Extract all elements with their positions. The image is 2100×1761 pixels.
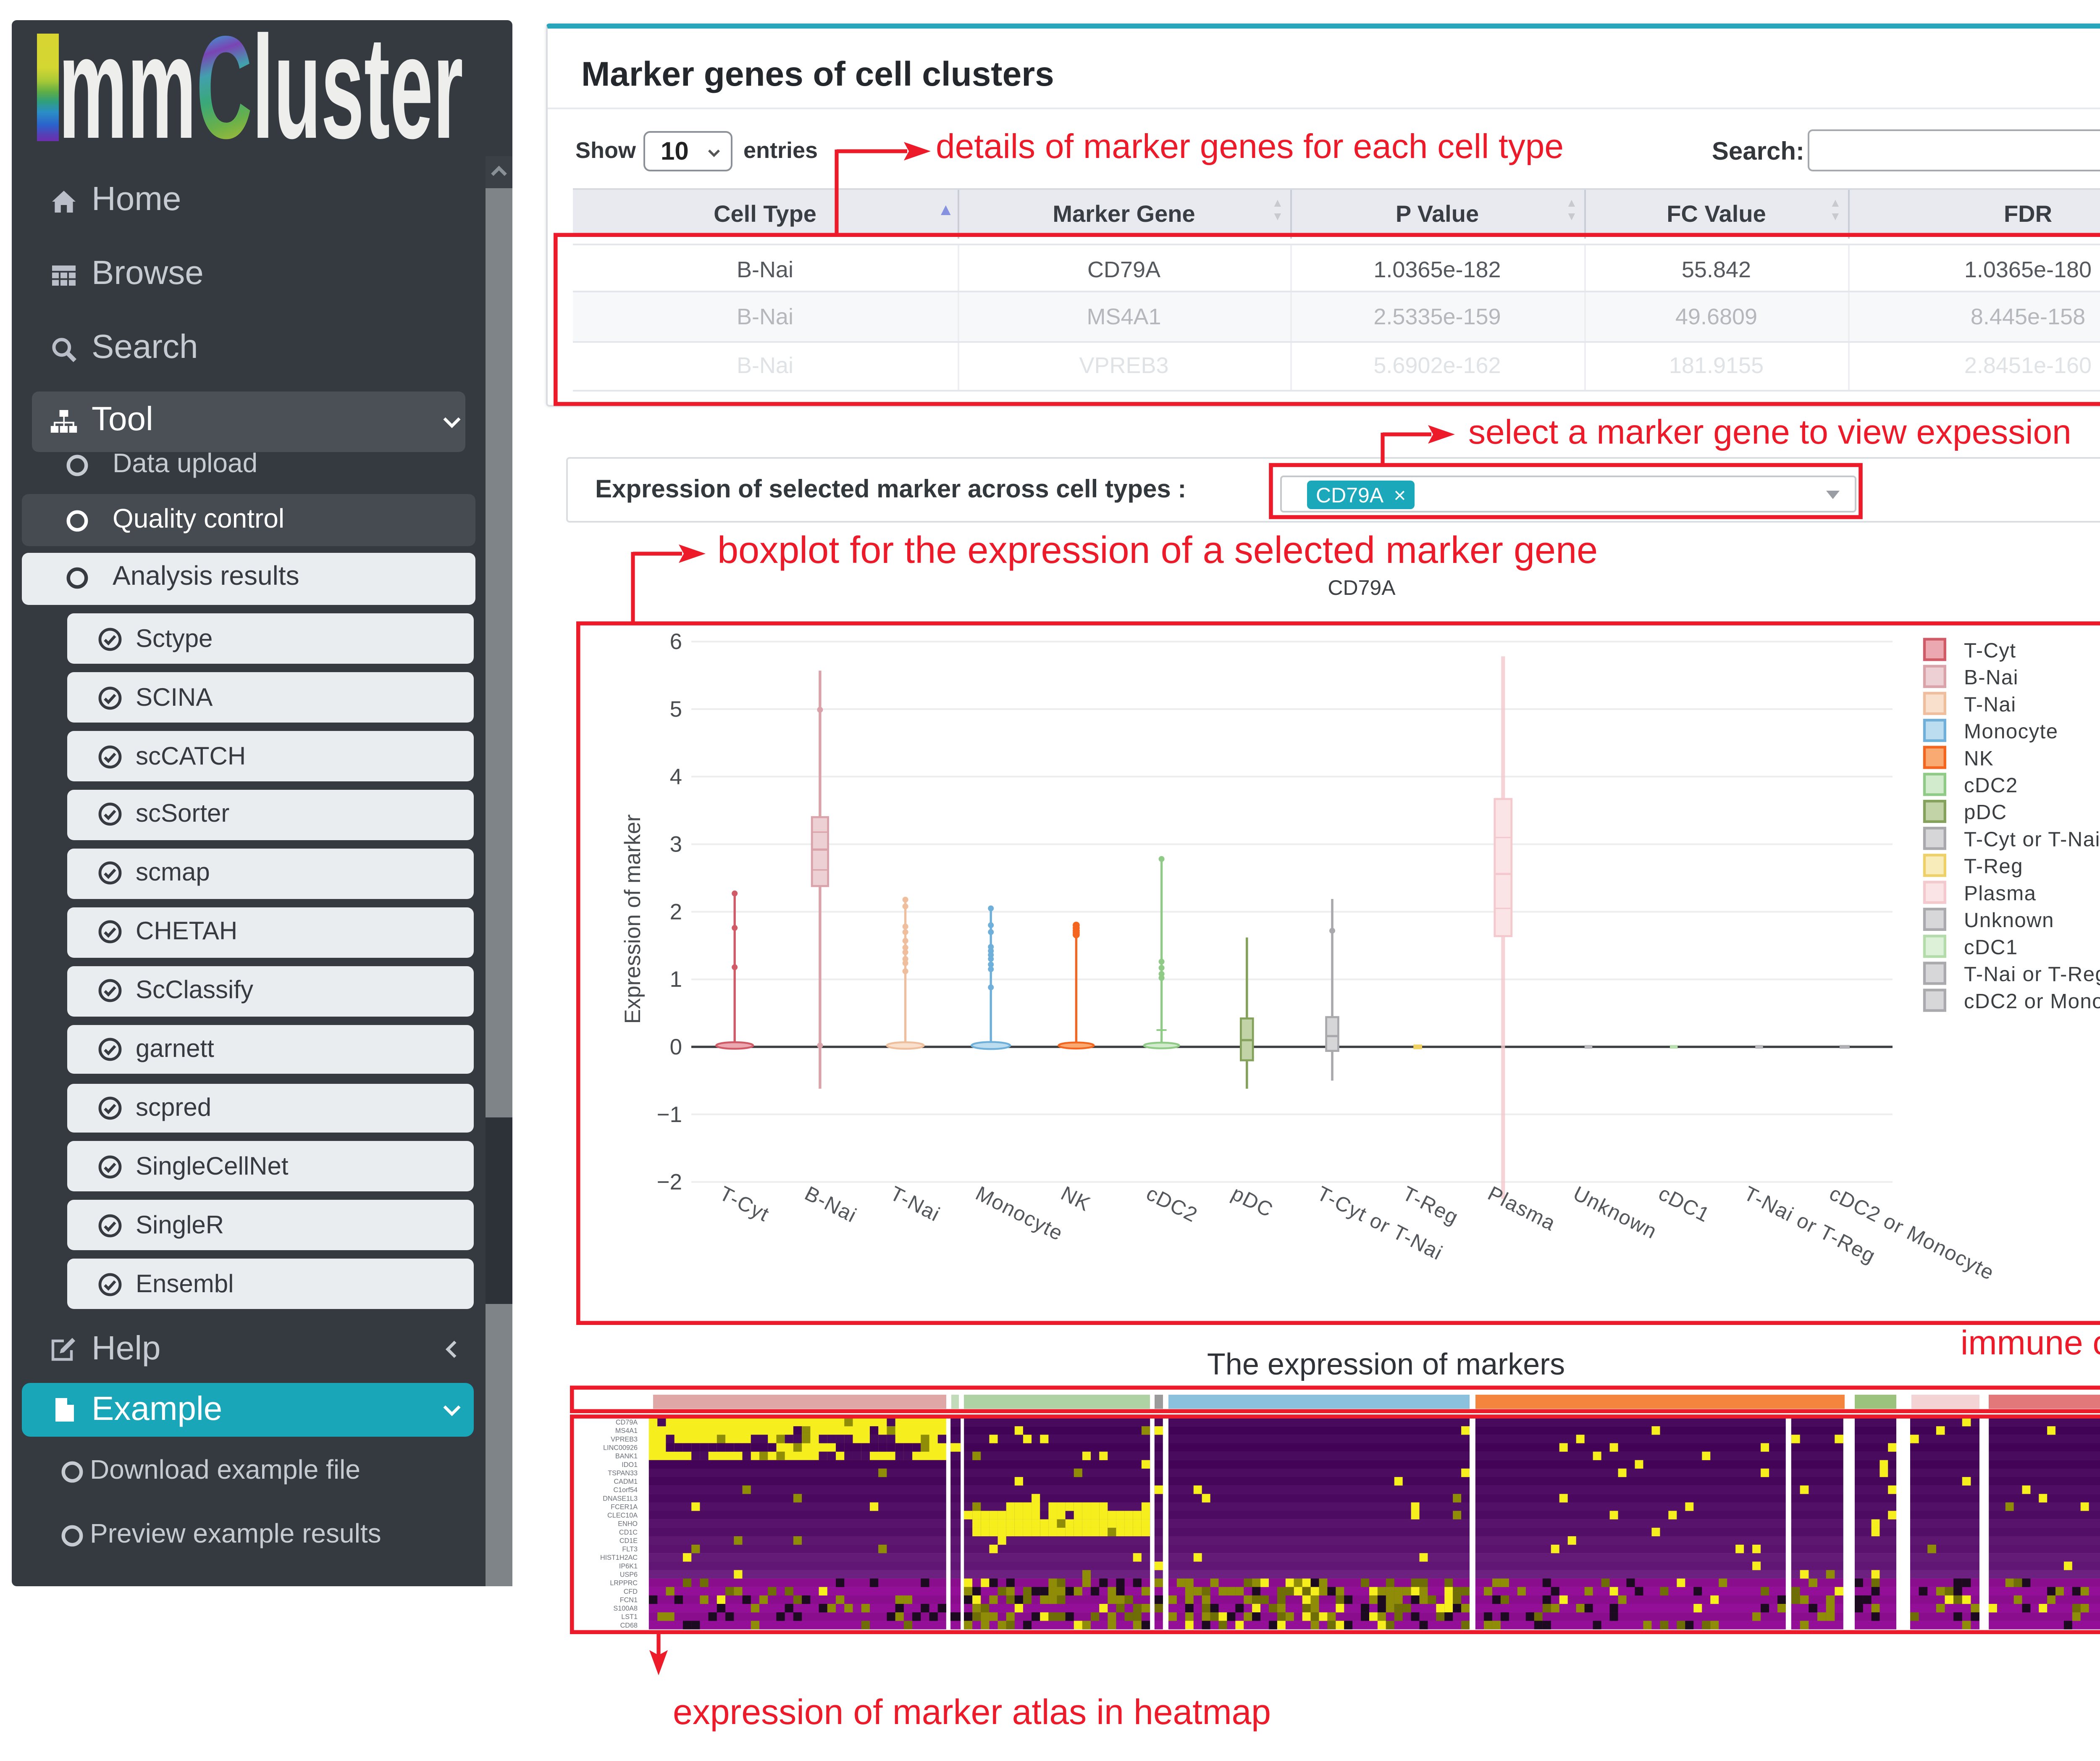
- svg-text:T-Nai: T-Nai: [1964, 693, 2016, 716]
- svg-text:TSPAN33: TSPAN33: [608, 1469, 638, 1477]
- svg-text:6: 6: [670, 629, 682, 654]
- svg-text:CD1E: CD1E: [620, 1537, 638, 1545]
- svg-text:Unknown: Unknown: [1964, 909, 2054, 932]
- svg-text:NK: NK: [1964, 747, 1994, 770]
- svg-text:LINC00926: LINC00926: [603, 1444, 638, 1451]
- svg-text:pDC: pDC: [1964, 801, 2007, 824]
- svg-text:NK: NK: [1057, 1182, 1094, 1216]
- svg-text:Expression of marker: Expression of marker: [620, 815, 645, 1024]
- svg-text:CD68: CD68: [620, 1622, 638, 1629]
- svg-text:4: 4: [670, 765, 682, 789]
- svg-text:cDC2: cDC2: [1143, 1182, 1202, 1227]
- svg-text:FLT3: FLT3: [622, 1545, 638, 1553]
- svg-text:T-Reg: T-Reg: [1399, 1182, 1462, 1230]
- svg-text:BANK1: BANK1: [615, 1453, 638, 1460]
- svg-text:−2: −2: [657, 1170, 682, 1195]
- svg-text:Plasma: Plasma: [1964, 882, 2036, 905]
- svg-text:T-Nai or T-Reg: T-Nai or T-Reg: [1964, 963, 2100, 986]
- svg-text:IDO1: IDO1: [622, 1461, 638, 1469]
- svg-text:T-Reg: T-Reg: [1964, 855, 2023, 878]
- svg-text:T-Cyt or T-Nai: T-Cyt or T-Nai: [1964, 828, 2100, 851]
- svg-text:CD79A: CD79A: [616, 1419, 638, 1426]
- svg-text:LST1: LST1: [621, 1613, 638, 1621]
- svg-text:B-Nai: B-Nai: [1964, 666, 2019, 689]
- svg-text:S100A8: S100A8: [613, 1605, 638, 1612]
- svg-text:USP6: USP6: [620, 1571, 638, 1579]
- svg-text:Monocyte: Monocyte: [1964, 720, 2058, 743]
- svg-text:C1orf54: C1orf54: [613, 1486, 638, 1494]
- svg-text:3: 3: [670, 832, 682, 857]
- svg-text:DNASE1L3: DNASE1L3: [603, 1495, 638, 1502]
- svg-text:T-Nai: T-Nai: [887, 1182, 944, 1226]
- svg-text:B-Nai: B-Nai: [801, 1182, 860, 1227]
- svg-text:IP6K1: IP6K1: [619, 1562, 638, 1570]
- svg-text:CLEC10A: CLEC10A: [607, 1512, 638, 1519]
- svg-text:pDC: pDC: [1228, 1182, 1277, 1222]
- svg-text:ENHO: ENHO: [618, 1520, 638, 1528]
- svg-text:HIST1H2AC: HIST1H2AC: [600, 1554, 638, 1561]
- svg-text:VPREB3: VPREB3: [611, 1435, 638, 1443]
- svg-text:cDC1: cDC1: [1655, 1182, 1714, 1227]
- svg-text:T-Cyt: T-Cyt: [716, 1182, 773, 1226]
- svg-text:CFD: CFD: [624, 1588, 638, 1595]
- svg-text:FCN1: FCN1: [620, 1596, 638, 1604]
- svg-text:cDC2 or Monocyte: cDC2 or Monocyte: [1964, 990, 2100, 1013]
- svg-text:cDC1: cDC1: [1964, 936, 2018, 959]
- svg-text:T-Cyt: T-Cyt: [1964, 639, 2016, 662]
- svg-text:5: 5: [670, 697, 682, 722]
- svg-text:CADM1: CADM1: [614, 1478, 638, 1485]
- svg-text:Monocyte: Monocyte: [972, 1182, 1067, 1246]
- svg-text:FCER1A: FCER1A: [611, 1503, 638, 1511]
- svg-text:−1: −1: [657, 1102, 682, 1127]
- svg-text:Plasma: Plasma: [1484, 1182, 1559, 1235]
- svg-text:LRPPRC: LRPPRC: [610, 1580, 638, 1587]
- svg-text:1: 1: [670, 967, 682, 992]
- svg-text:Unknown: Unknown: [1570, 1182, 1661, 1243]
- svg-text:0: 0: [670, 1035, 682, 1059]
- svg-text:cDC2: cDC2: [1964, 774, 2018, 797]
- svg-text:CD1C: CD1C: [619, 1529, 638, 1536]
- svg-text:2: 2: [670, 899, 682, 924]
- svg-text:MS4A1: MS4A1: [615, 1427, 638, 1435]
